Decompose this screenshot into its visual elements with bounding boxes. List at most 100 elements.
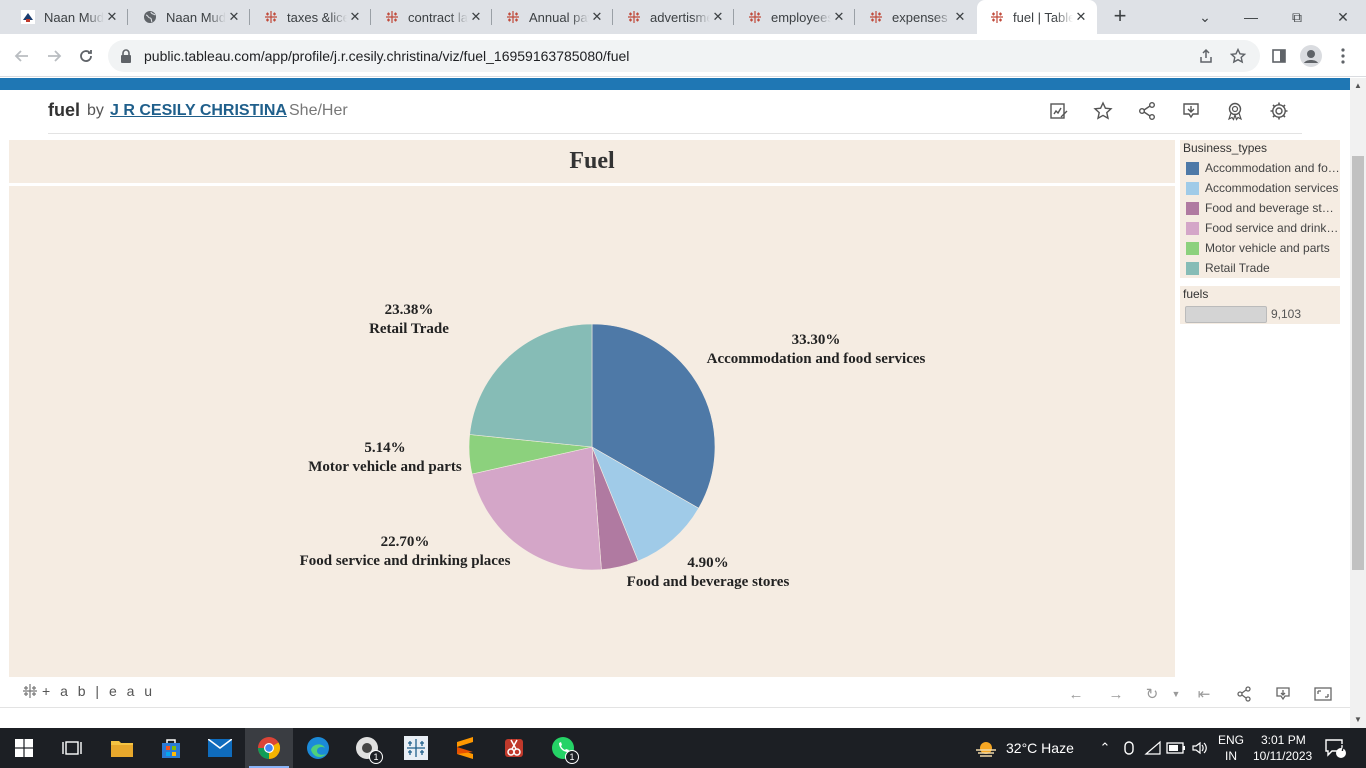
chrome-menu-icon[interactable] [1329, 42, 1357, 70]
file-explorer-app[interactable] [98, 728, 146, 768]
scroll-up-arrow-icon[interactable]: ▲ [1354, 81, 1362, 90]
edge-app[interactable] [294, 728, 342, 768]
author-link[interactable]: J R CESILY CHRISTINA [110, 102, 287, 119]
browser-tab[interactable]: expenses ✕ [856, 0, 976, 34]
snipping-tool-app[interactable] [490, 728, 538, 768]
clock-time[interactable]: 3:01 PM [1261, 733, 1306, 747]
footer-share-icon[interactable] [1232, 683, 1256, 705]
tab-close-icon[interactable]: ✕ [954, 9, 966, 24]
pie-slice-3[interactable] [471, 446, 602, 571]
tab-close-icon[interactable]: ✕ [106, 9, 118, 24]
tableau-desktop-app[interactable] [392, 728, 440, 768]
weather-sun-icon[interactable] [974, 738, 998, 758]
pause-updates-icon[interactable]: ⇤ [1197, 686, 1211, 703]
edit-viz-icon[interactable] [1047, 99, 1071, 123]
tableau-icon [868, 9, 884, 25]
share-page-icon[interactable] [1192, 40, 1220, 72]
taskbar-badge: 1 [565, 750, 579, 764]
pie-label-pct: 33.30% [791, 332, 841, 348]
legend-item[interactable]: Accommodation and food services [1186, 158, 1340, 178]
weather-text[interactable]: 32°C Haze [1006, 740, 1074, 756]
pie-slice-5[interactable] [469, 323, 593, 448]
mail-icon [208, 739, 232, 757]
tab-close-icon[interactable]: ✕ [228, 9, 240, 24]
notification-center-icon[interactable]: 7 [1322, 738, 1348, 758]
browser-tab[interactable]: Naan Mudhalvan✕ [130, 0, 250, 34]
browser-tab[interactable]: taxes &licenses✕ [251, 0, 371, 34]
close-window-icon[interactable]: ✕ [1337, 8, 1349, 25]
location-icon[interactable] [1119, 738, 1139, 758]
back-button[interactable] [8, 42, 36, 70]
tableau-icon [989, 9, 1005, 25]
mail-app[interactable] [196, 728, 244, 768]
tab-search-chevron-icon[interactable]: ⌄ [1199, 8, 1211, 25]
legend-swatch [1186, 161, 1199, 175]
download-icon[interactable] [1179, 99, 1203, 123]
legend-label: Accommodation and food services [1205, 161, 1340, 175]
legend-title: Business_types [1183, 141, 1268, 155]
restore-icon[interactable]: ⧉ [1292, 8, 1302, 25]
footer-download-icon[interactable] [1271, 683, 1295, 705]
reload-button[interactable] [72, 42, 100, 70]
tab-close-icon[interactable]: ✕ [349, 9, 361, 24]
browser-tab[interactable]: fuel | Tableau✕ [977, 0, 1097, 34]
show-hidden-icons-chevron-icon[interactable]: ⌃ [1099, 740, 1111, 755]
side-panel-icon[interactable] [1265, 42, 1293, 70]
clock-date[interactable]: 10/11/2023 [1253, 749, 1313, 763]
scrollbar-thumb[interactable] [1352, 156, 1364, 570]
tab-separator [249, 9, 250, 25]
revert-dropdown-icon[interactable]: ▼ [1171, 689, 1181, 699]
browser-tab[interactable]: Naan Mudhalvan✕ [8, 0, 128, 34]
volume-icon[interactable] [1190, 738, 1210, 758]
forward-button[interactable] [40, 42, 68, 70]
whatsapp-app[interactable]: 1 [539, 728, 587, 768]
browser-tab[interactable]: advertisment✕ [614, 0, 734, 34]
legend-item[interactable]: Retail Trade [1186, 258, 1340, 278]
tab-close-icon[interactable]: ✕ [712, 9, 724, 24]
legend-item[interactable]: Accommodation services [1186, 178, 1340, 198]
browser-tab-strip: Naan Mudhalvan✕Naan Mudhalvan✕taxes &lic… [0, 0, 1366, 34]
minimize-icon[interactable]: — [1244, 9, 1258, 25]
new-tab-button[interactable]: + [1113, 3, 1127, 28]
site-header-strip [0, 78, 1350, 90]
browser-tab[interactable]: contract labor✕ [372, 0, 492, 34]
legend-item[interactable]: Food and beverage stores [1186, 198, 1340, 218]
favorite-star-icon[interactable] [1091, 99, 1115, 123]
sublime-app[interactable] [441, 728, 489, 768]
profile-avatar-icon[interactable] [1297, 42, 1325, 70]
viz-of-the-day-badge-icon[interactable] [1223, 99, 1247, 123]
fullscreen-icon[interactable] [1311, 683, 1335, 705]
revert-icon[interactable]: ↻ [1145, 686, 1159, 703]
page-scrollbar[interactable]: ▲ ▼ [1350, 78, 1366, 728]
tab-separator [370, 9, 371, 25]
redo-icon[interactable]: → [1108, 685, 1124, 703]
tableau-logo[interactable]: + a b | e a u [22, 683, 155, 699]
settings-gear-icon[interactable] [1267, 99, 1291, 123]
tab-close-icon[interactable]: ✕ [591, 9, 603, 24]
tab-close-icon[interactable]: ✕ [1075, 9, 1087, 24]
browser-tab[interactable]: Annual payroll✕ [493, 0, 613, 34]
store-app[interactable] [147, 728, 195, 768]
bookmark-star-icon[interactable] [1224, 40, 1252, 72]
wifi-icon[interactable] [1143, 738, 1163, 758]
language-region[interactable]: IN [1225, 749, 1237, 763]
pie-chart[interactable] [9, 140, 1175, 677]
address-bar[interactable]: public.tableau.com/app/profile/j.r.cesil… [108, 40, 1260, 72]
start-button[interactable] [0, 728, 48, 768]
task-view-button[interactable] [48, 728, 96, 768]
chrome-app[interactable] [245, 728, 293, 768]
share-icon[interactable] [1135, 99, 1159, 123]
legend-item[interactable]: Food service and drinking places [1186, 218, 1340, 238]
scroll-down-arrow-icon[interactable]: ▼ [1354, 715, 1362, 724]
battery-icon[interactable] [1166, 738, 1186, 758]
tab-close-icon[interactable]: ✕ [470, 9, 482, 24]
pie-slice-1[interactable] [591, 446, 700, 562]
language-code[interactable]: ENG [1218, 733, 1245, 747]
tab-close-icon[interactable]: ✕ [833, 9, 845, 24]
undo-icon[interactable]: ← [1068, 685, 1084, 703]
tab-separator [127, 9, 128, 25]
chrome-profile-app[interactable]: 1 [343, 728, 391, 768]
browser-tab[interactable]: employees ✕ [735, 0, 855, 34]
pie-slice-0[interactable] [591, 323, 716, 509]
legend-item[interactable]: Motor vehicle and parts [1186, 238, 1340, 258]
